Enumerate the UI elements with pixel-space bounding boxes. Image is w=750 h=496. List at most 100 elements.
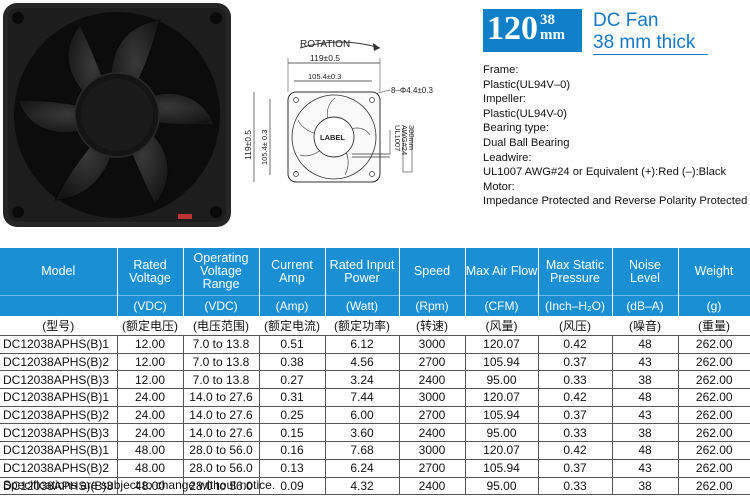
table-cell: 24.00 xyxy=(117,388,184,407)
table-row: DC12038APHS(B)3 24.00 14.0 to 27.6 0.15 3.60… xyxy=(0,423,750,443)
size-badge: 120 38 mm xyxy=(483,9,582,52)
column-unit-cn: (转速) xyxy=(399,316,466,336)
dim-height-inner: 105.4± 0.3 xyxy=(260,130,269,165)
table-cell: 6.24 xyxy=(325,459,400,478)
table-cell: 14.0 to 27.6 xyxy=(183,423,260,443)
table-cell: 12.00 xyxy=(117,353,184,372)
table-cell: 43 xyxy=(612,406,679,425)
table-cell: 0.33 xyxy=(538,477,613,496)
table-cell: 0.42 xyxy=(538,335,613,354)
table-cell: 48.00 xyxy=(117,441,184,460)
table-cell: 262.00 xyxy=(678,353,750,372)
table-cell: 38 xyxy=(612,370,679,390)
table-cell: DC12038APHS(B)1 xyxy=(0,441,118,460)
table-cell: 3000 xyxy=(399,335,466,354)
spec-line: Plastic(UL94V–0) xyxy=(483,78,571,91)
fan-dimension-drawing: ROTATION 119±0.5 105.4±0.3 8–Φ4.4±0.3 11… xyxy=(243,39,433,183)
spec-line: Plastic(UL94V-0) xyxy=(483,107,567,120)
table-cell: 105.94 xyxy=(465,353,539,372)
label-text: LABEL xyxy=(320,133,345,142)
table-cell: 7.44 xyxy=(325,388,400,407)
table-cell: 7.68 xyxy=(325,441,400,460)
column-header: Max Air Flow xyxy=(465,248,539,296)
table-cell: 120.07 xyxy=(465,388,539,407)
badge-thickness: 38 xyxy=(540,12,555,28)
column-unit: (VDC) xyxy=(117,295,184,316)
table-cell: 95.00 xyxy=(465,370,539,390)
table-cell: DC12038APHS(B)2 xyxy=(0,406,118,425)
column-unit: (Watt) xyxy=(325,295,400,316)
table-cell: 6.00 xyxy=(325,406,400,425)
table-cell: 6.12 xyxy=(325,335,400,354)
table-cell: 2700 xyxy=(399,459,466,478)
table-cell: DC12038APHS(B)1 xyxy=(0,335,118,354)
footer-note: Specifications are subject to change wit… xyxy=(3,478,276,492)
spec-table: Model Rated Voltage Operating Voltage Rang… xyxy=(0,248,750,496)
table-cell: 0.33 xyxy=(538,423,613,443)
table-cell: 2400 xyxy=(399,370,466,390)
table-cell: 0.51 xyxy=(259,335,326,354)
spec-line: Motor: xyxy=(483,180,515,193)
table-cell: 0.38 xyxy=(259,353,326,372)
table-cell: 48 xyxy=(612,335,679,354)
column-unit-cn: (风量) xyxy=(465,316,539,336)
fan-photo xyxy=(3,3,231,227)
table-cell: 0.42 xyxy=(538,441,613,460)
table-cell: 2400 xyxy=(399,477,466,496)
dim-width-inner: 105.4±0.3 xyxy=(308,72,341,81)
spec-line: Bearing type: xyxy=(483,122,549,135)
table-cell: 3000 xyxy=(399,388,466,407)
table-cell: DC12038APHS(B)3 xyxy=(0,370,118,390)
table-cell: 0.09 xyxy=(259,477,326,496)
table-cell: 0.15 xyxy=(259,423,326,443)
column-unit-cn: (额定电流) xyxy=(259,316,326,336)
column-header: Model xyxy=(0,248,118,296)
table-cell: 7.0 to 13.8 xyxy=(183,335,260,354)
product-subtitle: 38 mm thick xyxy=(593,32,696,53)
table-cell: 120.07 xyxy=(465,441,539,460)
table-cell: 262.00 xyxy=(678,459,750,478)
column-header: Weight xyxy=(678,248,750,296)
column-header: Rated Input Power xyxy=(325,248,400,296)
table-row: DC12038APHS(B)2 24.00 14.0 to 27.6 0.25 6.00… xyxy=(0,406,750,425)
spec-line: Impedance Protected and Reverse Polarity… xyxy=(483,195,748,208)
dim-hole: 8–Φ4.4±0.3 xyxy=(391,86,433,95)
table-row: DC12038APHS(B)1 12.00 7.0 to 13.8 0.51 6.12 3… xyxy=(0,335,750,354)
table-cell: 43 xyxy=(612,459,679,478)
column-unit-cn: (额定功率) xyxy=(325,316,400,336)
table-cell: 262.00 xyxy=(678,370,750,390)
spec-line: Leadwire: xyxy=(483,151,532,164)
table-cell: 262.00 xyxy=(678,477,750,496)
table-cell: 14.0 to 27.6 xyxy=(183,388,260,407)
table-cell: 48 xyxy=(612,441,679,460)
column-header: Operating Voltage Range xyxy=(183,248,260,296)
table-cell: 48.00 xyxy=(117,477,184,496)
table-cell: 95.00 xyxy=(465,423,539,443)
table-cell: 24.00 xyxy=(117,423,184,443)
table-cell: 0.37 xyxy=(538,353,613,372)
table-cell: 3000 xyxy=(399,441,466,460)
table-row: DC12038APHS(B)1 24.00 14.0 to 27.6 0.31 7.44… xyxy=(0,388,750,407)
table-cell: 0.42 xyxy=(538,388,613,407)
column-header: Current Amp xyxy=(259,248,326,296)
table-cell: 14.0 to 27.6 xyxy=(183,406,260,425)
table-cell: 0.16 xyxy=(259,441,326,460)
title-divider xyxy=(593,54,708,55)
column-header: Rated Voltage xyxy=(117,248,184,296)
table-cell: 28.0 to 56.0 xyxy=(183,477,260,496)
column-unit: (CFM) xyxy=(465,295,539,316)
column-unit-cn: (噪音) xyxy=(612,316,679,336)
table-cell: 0.33 xyxy=(538,370,613,390)
table-cell: 4.56 xyxy=(325,353,400,372)
table-cell: 12.00 xyxy=(117,335,184,354)
table-cell: 105.94 xyxy=(465,406,539,425)
spec-line: Frame: xyxy=(483,64,519,76)
table-cell: 24.00 xyxy=(117,406,184,425)
table-cell: 0.37 xyxy=(538,459,613,478)
table-cell: 95.00 xyxy=(465,477,539,496)
table-cell: 28.0 to 56.0 xyxy=(183,441,260,460)
table-cell: 38 xyxy=(612,477,679,496)
column-unit: (Inch–H₂O) xyxy=(538,295,613,316)
wire-label-1: UL1007 xyxy=(393,125,402,151)
table-cell: 262.00 xyxy=(678,441,750,460)
